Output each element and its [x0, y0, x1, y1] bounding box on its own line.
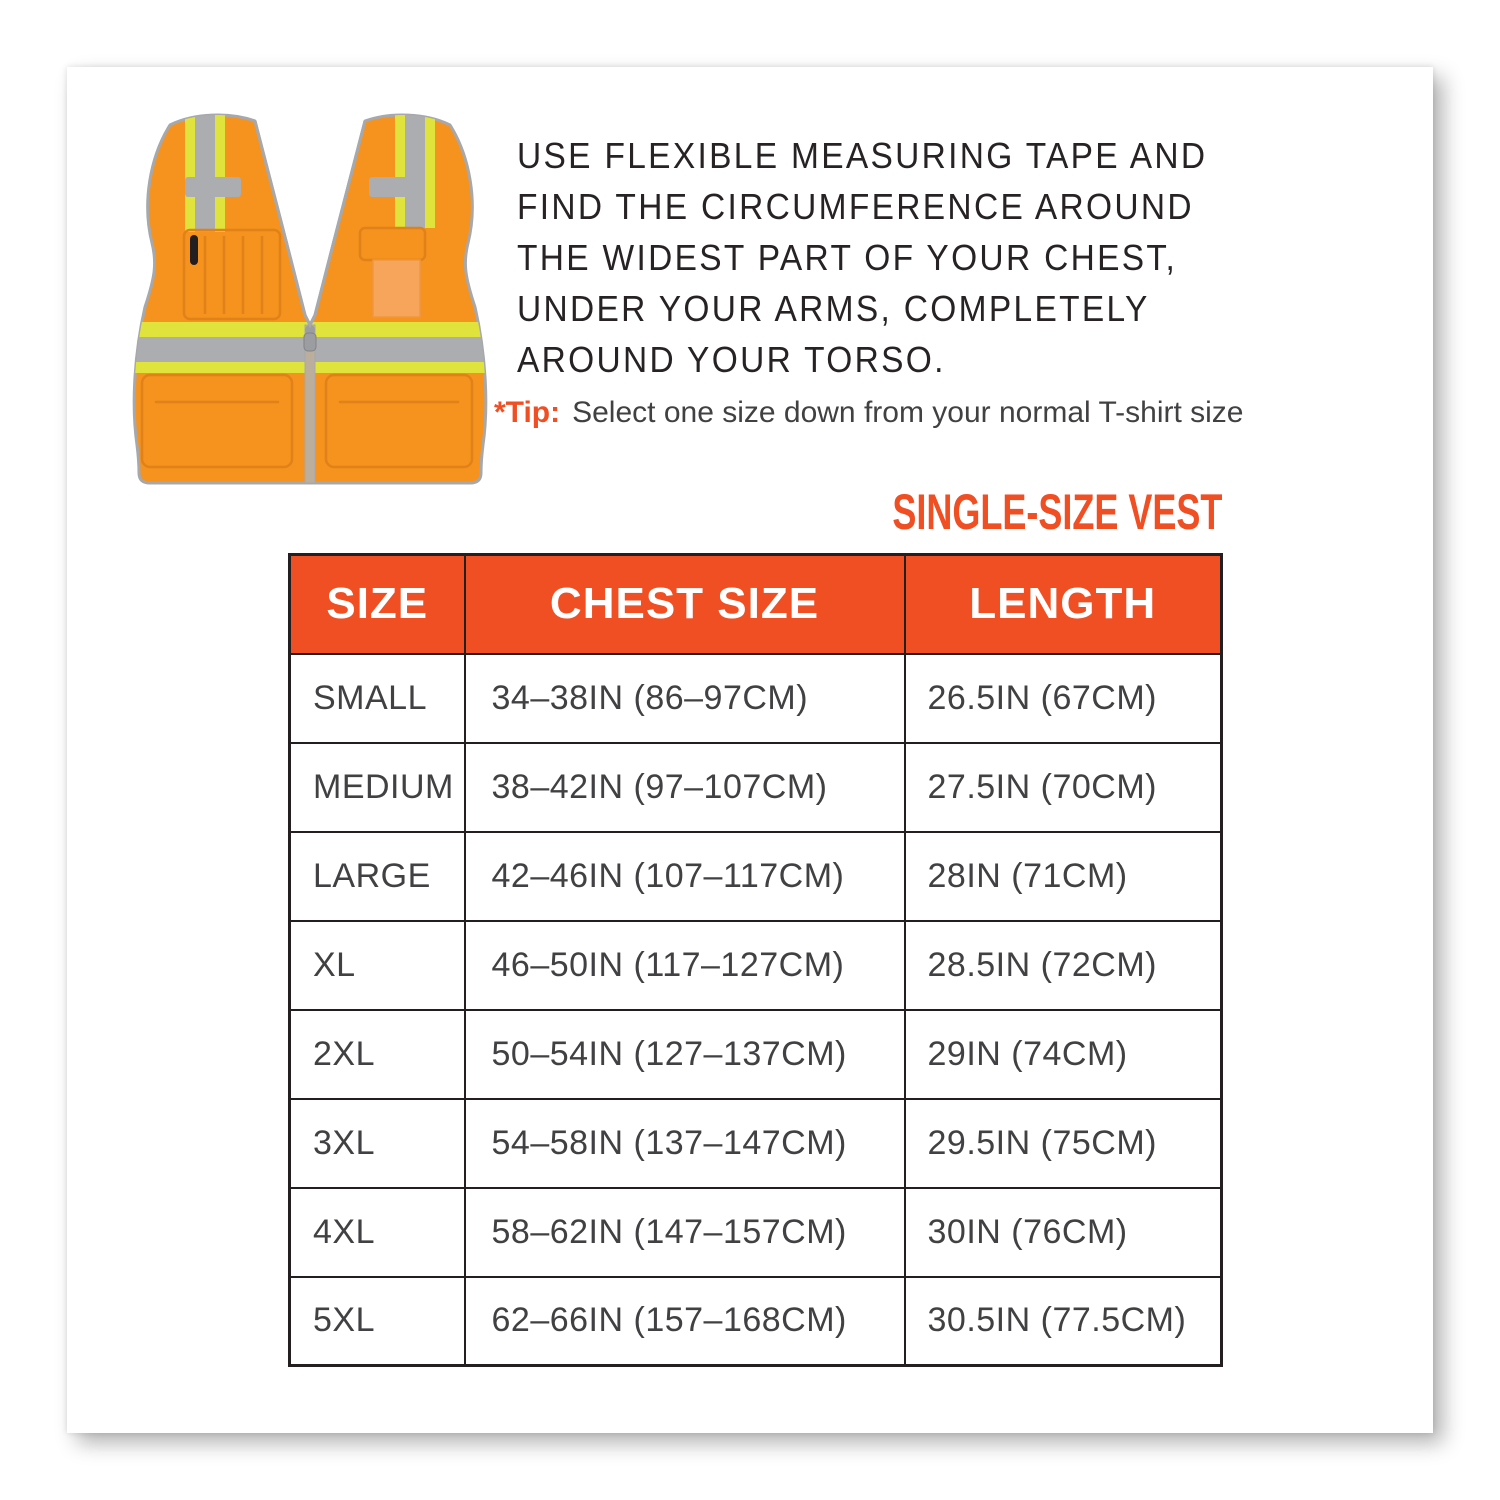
pen-pocket	[182, 228, 282, 321]
chest-size-cell: 50–54IN (127–137CM)	[463, 1008, 906, 1100]
chest-size-cell: 62–66IN (157–168CM)	[463, 1275, 906, 1367]
measuring-instructions: USE FLEXIBLE MEASURING TAPE AND FIND THE…	[517, 130, 1354, 385]
collar-trim	[253, 120, 367, 329]
size-cell: MEDIUM	[288, 741, 466, 833]
table-row: LARGE 42–46IN (107–117CM) 28IN (71CM)	[288, 830, 1223, 922]
header-chest-size: CHEST SIZE	[463, 553, 906, 655]
table-row: 4XL 58–62IN (147–157CM) 30IN (76CM)	[288, 1186, 1223, 1278]
size-guide-card: USE FLEXIBLE MEASURING TAPE AND FIND THE…	[67, 67, 1433, 1433]
size-cell: XL	[288, 919, 466, 1011]
table-row: 5XL 62–66IN (157–168CM) 30.5IN (77.5CM)	[288, 1275, 1223, 1367]
length-cell: 27.5IN (70CM)	[903, 741, 1223, 833]
tip-label: *Tip:	[494, 396, 561, 429]
length-cell: 28IN (71CM)	[903, 830, 1223, 922]
header-size: SIZE	[288, 553, 466, 655]
table-row: MEDIUM 38–42IN (97–107CM) 27.5IN (70CM)	[288, 741, 1223, 833]
chest-size-cell: 54–58IN (137–147CM)	[463, 1097, 906, 1189]
chest-size-cell: 38–42IN (97–107CM)	[463, 741, 906, 833]
length-cell: 29IN (74CM)	[903, 1008, 1223, 1100]
safety-vest-illustration	[132, 113, 488, 485]
length-cell: 29.5IN (75CM)	[903, 1097, 1223, 1189]
left-shoulder-stripe	[185, 115, 225, 232]
table-row: 3XL 54–58IN (137–147CM) 29.5IN (75CM)	[288, 1097, 1223, 1189]
header-row: SIZE CHEST SIZE LENGTH	[288, 553, 1223, 655]
instruction-line: USE FLEXIBLE MEASURING TAPE AND	[517, 135, 1208, 176]
chest-size-cell: 46–50IN (117–127CM)	[463, 919, 906, 1011]
size-cell: 3XL	[288, 1097, 466, 1189]
chart-title: SINGLE-SIZE VEST	[891, 484, 1222, 540]
size-cell: 2XL	[288, 1008, 466, 1100]
size-cell: SMALL	[288, 652, 466, 744]
right-mic-tab	[369, 177, 425, 197]
right-shoulder-stripe	[395, 115, 435, 228]
tip-text: Select one size down from your normal T-…	[572, 396, 1244, 429]
badge-id-window	[372, 259, 421, 318]
size-chart-table: SIZE CHEST SIZE LENGTH SMALL 34–38IN (86…	[288, 553, 1223, 1367]
chest-size-cell: 58–62IN (147–157CM)	[463, 1186, 906, 1278]
badge-pocket-flap	[358, 226, 427, 262]
table-row: 2XL 50–54IN (127–137CM) 29IN (74CM)	[288, 1008, 1223, 1100]
header-length: LENGTH	[903, 553, 1223, 655]
instruction-line: UNDER YOUR ARMS, COMPLETELY	[517, 288, 1150, 329]
size-cell: 4XL	[288, 1186, 466, 1278]
lower-pockets	[140, 373, 474, 469]
zipper-pull	[303, 332, 317, 352]
length-cell: 30IN (76CM)	[903, 1186, 1223, 1278]
chest-size-cell: 42–46IN (107–117CM)	[463, 830, 906, 922]
size-cell: 5XL	[288, 1275, 466, 1367]
instruction-line: AROUND YOUR TORSO.	[517, 339, 946, 380]
size-cell: LARGE	[288, 830, 466, 922]
length-cell: 26.5IN (67CM)	[903, 652, 1223, 744]
instruction-line: FIND THE CIRCUMFERENCE AROUND	[517, 186, 1194, 227]
table-row: SMALL 34–38IN (86–97CM) 26.5IN (67CM)	[288, 652, 1223, 744]
pen-clip	[190, 235, 198, 265]
length-cell: 30.5IN (77.5CM)	[903, 1275, 1223, 1367]
left-mic-tab	[185, 177, 241, 197]
table-row: XL 46–50IN (117–127CM) 28.5IN (72CM)	[288, 919, 1223, 1011]
zipper-slider	[305, 325, 315, 335]
instruction-line: THE WIDEST PART OF YOUR CHEST,	[517, 237, 1178, 278]
chest-size-cell: 34–38IN (86–97CM)	[463, 652, 906, 744]
sizing-tip: *Tip: Select one size down from your norm…	[494, 393, 1244, 433]
length-cell: 28.5IN (72CM)	[903, 919, 1223, 1011]
